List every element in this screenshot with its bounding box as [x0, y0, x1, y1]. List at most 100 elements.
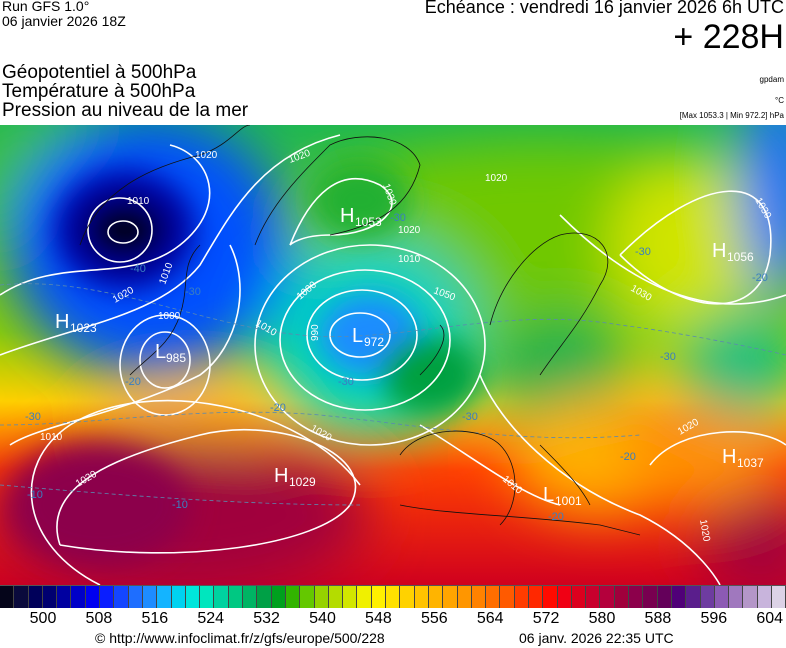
svg-text:1010: 1010	[127, 196, 150, 207]
colorbar-swatch	[600, 586, 615, 608]
colorbar-tick-label: 604	[756, 610, 784, 627]
colorbar-swatch	[514, 586, 529, 608]
svg-text:H: H	[722, 446, 736, 468]
colorbar-swatch	[357, 586, 372, 608]
colorbar-tick-label: 524	[197, 610, 225, 627]
colorbar-swatch	[57, 586, 72, 608]
svg-text:L: L	[352, 325, 363, 347]
colorbar-swatch	[629, 586, 644, 608]
colorbar-swatch	[528, 586, 544, 608]
colorbar-swatch	[128, 586, 143, 608]
svg-text:-40: -40	[130, 263, 146, 275]
high-1029: H 1029	[274, 465, 316, 489]
colorbar-swatch	[243, 586, 258, 608]
low-972: L 972	[352, 325, 384, 349]
svg-text:1037: 1037	[737, 456, 764, 470]
geopotential-field	[0, 125, 786, 585]
high-1023: H 1023	[55, 311, 97, 335]
svg-text:-20: -20	[125, 376, 141, 388]
colorbar-swatch	[443, 586, 458, 608]
svg-text:H: H	[712, 240, 726, 262]
colorbar-swatch	[100, 586, 115, 608]
low-1001: L 1001	[543, 484, 582, 508]
coastlines	[79, 125, 641, 536]
svg-text:1020: 1020	[697, 519, 712, 543]
generated-timestamp: 06 janv. 2026 22:35 UTC	[519, 630, 674, 646]
run-label: Run GFS 1.0°	[2, 0, 90, 14]
colorbar-swatch	[328, 586, 344, 608]
geopotential-colorbar	[0, 585, 786, 608]
colorbar-swatch	[200, 586, 215, 608]
svg-text:-20: -20	[548, 511, 564, 523]
colorbar-swatch	[285, 586, 301, 608]
colorbar-tick-label: 532	[253, 610, 280, 627]
svg-text:H: H	[274, 465, 288, 487]
colorbar-swatch	[271, 586, 286, 608]
svg-text:-20: -20	[620, 451, 636, 463]
svg-text:1010: 1010	[398, 254, 421, 265]
colorbar-swatch	[42, 586, 58, 608]
colorbar-swatch	[228, 586, 244, 608]
svg-text:H: H	[340, 205, 354, 227]
colorbar-swatch	[700, 586, 715, 608]
svg-text:-30: -30	[338, 376, 354, 388]
colorbar-swatch	[157, 586, 172, 608]
run-date: 06 janvier 2026 18Z	[2, 13, 126, 29]
svg-text:-30: -30	[635, 246, 651, 258]
svg-text:1020: 1020	[195, 150, 218, 161]
colorbar-swatch	[428, 586, 444, 608]
colorbar-swatch	[85, 586, 101, 608]
svg-text:1001: 1001	[555, 494, 582, 508]
svg-text:1000: 1000	[158, 311, 181, 322]
colorbar-tick-label: 548	[365, 610, 392, 627]
colorbar-swatch	[457, 586, 472, 608]
colorbar-swatch	[400, 586, 415, 608]
colorbar-swatch	[557, 586, 572, 608]
colorbar-swatch	[586, 586, 601, 608]
colorbar-swatch	[0, 586, 15, 608]
svg-text:-30: -30	[185, 286, 201, 298]
colorbar-swatch	[571, 586, 587, 608]
svg-text:985: 985	[166, 351, 186, 365]
source-url: © http://www.infoclimat.fr/z/gfs/europe/…	[95, 630, 385, 646]
svg-text:1029: 1029	[289, 475, 316, 489]
colorbar-tick-label: 516	[141, 610, 169, 627]
svg-text:972: 972	[364, 335, 384, 349]
title-line-geopotential: Géopotentiel à 500hPa	[2, 62, 197, 83]
svg-text:-30: -30	[390, 212, 406, 224]
colorbar-swatch	[743, 586, 758, 608]
colorbar-swatch	[343, 586, 358, 608]
colorbar-swatch	[114, 586, 129, 608]
chart-title: Géopotentiel à 500hPa Température à 500h…	[2, 63, 248, 120]
high-1053: H 1053	[340, 205, 382, 229]
colorbar-swatch	[371, 586, 387, 608]
isobars	[0, 134, 786, 585]
colorbar-tick-label: 588	[644, 610, 672, 627]
colorbar-tick-label: 580	[588, 610, 616, 627]
colorbar-swatch	[729, 586, 744, 608]
colorbar-swatch	[185, 586, 201, 608]
unit-pressure-range: [Max 1053.3 | Min 972.2] hPa	[679, 111, 784, 120]
colorbar-swatch	[414, 586, 429, 608]
svg-text:L: L	[155, 341, 166, 363]
svg-text:-10: -10	[172, 499, 188, 511]
svg-text:1010: 1010	[40, 432, 63, 443]
svg-text:-30: -30	[660, 351, 676, 363]
weather-map[interactable]: H 1023 L 985 H 1053 L 972 H 1056 H 1029 L 1001 …	[0, 125, 786, 585]
svg-text:-20: -20	[270, 402, 286, 414]
colorbar-swatch	[257, 586, 272, 608]
svg-text:1056: 1056	[727, 250, 754, 264]
svg-text:-10: -10	[27, 489, 43, 501]
colorbar-swatch	[614, 586, 630, 608]
lead-time: + 228H	[673, 18, 784, 56]
title-line-pressure: Pression au niveau de la mer	[2, 100, 249, 121]
svg-text:1023: 1023	[70, 321, 97, 335]
colorbar-swatch	[300, 586, 315, 608]
high-1037: H 1037	[722, 446, 764, 470]
svg-text:1020: 1020	[398, 225, 421, 236]
colorbar-swatch	[471, 586, 487, 608]
unit-gpdam: gpdam	[759, 75, 784, 84]
colorbar-swatch	[714, 586, 730, 608]
colorbar-swatch	[14, 586, 29, 608]
